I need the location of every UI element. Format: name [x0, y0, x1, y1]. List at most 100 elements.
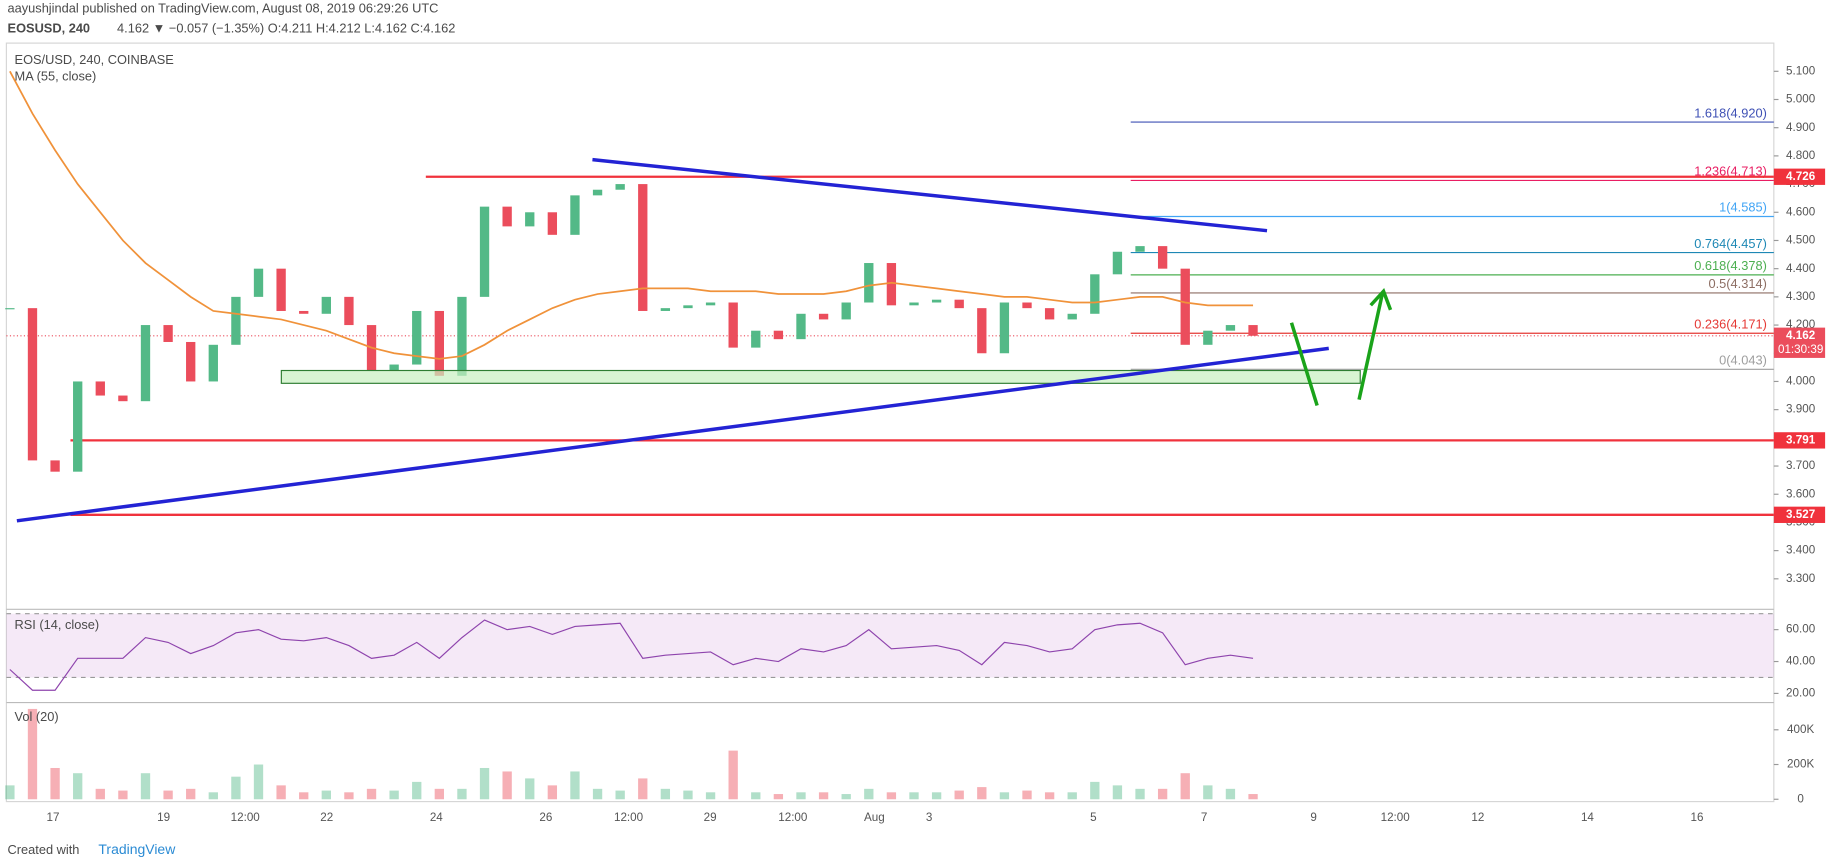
volume-bar	[728, 750, 738, 800]
y-tick-label: 3.900	[1786, 403, 1816, 416]
fib-label: 1(4.585)	[1719, 200, 1767, 215]
volume-bar	[705, 792, 716, 800]
volume-bar	[660, 788, 671, 800]
ma-title: MA (55, close)	[15, 68, 97, 83]
candle	[5, 308, 15, 310]
x-tick-label: 14	[1581, 811, 1594, 824]
volume-bar	[163, 790, 173, 800]
volume-bar	[592, 788, 603, 800]
x-tick-label: 3	[926, 811, 932, 824]
x-tick-label: 12:00	[231, 811, 261, 824]
volume-bar	[502, 771, 512, 800]
candle	[479, 206, 490, 297]
y-tick-label: 4.900	[1786, 121, 1816, 134]
x-tick-label: 22	[320, 811, 333, 824]
candle	[73, 381, 83, 472]
y-tick-label: 3.400	[1786, 544, 1816, 557]
volume-bar	[638, 778, 648, 800]
candle	[1112, 251, 1123, 275]
candle	[457, 296, 467, 376]
volume-bar	[457, 788, 467, 800]
candle	[773, 330, 784, 340]
candle	[638, 184, 648, 311]
candle	[818, 313, 829, 320]
candle	[1225, 325, 1236, 331]
candle	[50, 460, 60, 472]
volume-bar	[5, 785, 15, 800]
candle	[954, 299, 964, 309]
candle	[841, 302, 851, 320]
volume-bar	[1225, 788, 1236, 800]
rsi-tick-label: 60.00	[1786, 623, 1816, 636]
fib-label: 0.764(4.457)	[1694, 236, 1767, 251]
candle	[660, 308, 671, 311]
x-tick-label: 29	[704, 811, 717, 824]
volume-bar	[570, 771, 580, 800]
candle	[796, 313, 806, 340]
volume-bar	[909, 792, 919, 800]
symbol: EOSUSD, 240	[8, 21, 91, 36]
volume-bar	[118, 790, 128, 800]
countdown: 01:30:39	[1778, 343, 1823, 356]
candle	[276, 268, 286, 311]
candle	[547, 212, 558, 235]
candle	[1157, 246, 1168, 269]
quote: 4.162 ▼ −0.057 (−1.35%) O:4.211 H:4.212 …	[117, 21, 455, 36]
arrow	[1357, 293, 1385, 401]
volume-bar	[276, 785, 286, 800]
volume-bar	[27, 708, 38, 800]
candle	[163, 325, 173, 342]
candle	[977, 308, 987, 354]
volume-bar	[1180, 773, 1190, 800]
y-tick-label: 3.600	[1786, 487, 1816, 500]
support-zone	[280, 369, 1361, 384]
candle	[27, 308, 38, 461]
fib-label: 0.5(4.314)	[1709, 276, 1767, 291]
volume-bar	[547, 785, 558, 800]
volume-bar	[299, 792, 309, 800]
candle	[1090, 274, 1100, 314]
candle	[344, 296, 354, 326]
volume-bar	[479, 767, 490, 800]
volume-bar	[1090, 781, 1100, 800]
volume-bar	[140, 773, 151, 800]
volume-bar	[1067, 792, 1077, 800]
x-tick-label: 9	[1310, 811, 1316, 824]
volume-bar	[1203, 785, 1213, 800]
candle	[434, 310, 444, 376]
volume-bar	[231, 776, 241, 800]
candle	[208, 344, 218, 382]
price-label: 4.162	[1786, 329, 1816, 342]
y-tick-label: 4.800	[1786, 149, 1816, 162]
candle	[570, 195, 580, 235]
vol-tick-label: 200K	[1787, 758, 1814, 771]
volume-bar	[1248, 794, 1258, 800]
ma-line	[9, 70, 1254, 360]
candle	[1135, 246, 1145, 252]
level-box	[1773, 168, 1826, 185]
candle	[1203, 330, 1213, 345]
y-tick-label: 4.000	[1786, 375, 1816, 388]
x-tick-label: Aug	[864, 811, 885, 824]
volume-bar	[796, 792, 806, 800]
candle	[683, 305, 693, 309]
candle	[1067, 313, 1077, 320]
publisher: aayushjindal published on TradingView.co…	[8, 1, 439, 16]
level-box	[1773, 432, 1826, 449]
rsi-band	[6, 613, 1774, 678]
x-tick-label: 19	[157, 811, 170, 824]
volume-bar	[1022, 790, 1032, 800]
plot: 3.3003.4003.5003.6003.7003.8003.9004.000…	[5, 64, 1826, 824]
volume-bar	[73, 773, 83, 800]
candle	[999, 302, 1010, 354]
fib-label: 1.236(4.713)	[1694, 164, 1767, 179]
volume-bar	[999, 792, 1010, 800]
pane-title: EOS/USD, 240, COINBASE	[15, 52, 174, 67]
volume-bar	[253, 764, 264, 800]
candle	[412, 310, 422, 365]
y-tick-label: 3.700	[1786, 459, 1816, 472]
vol-tick-label: 0	[1797, 792, 1804, 805]
y-tick-label: 4.500	[1786, 234, 1816, 247]
candle	[118, 395, 128, 402]
